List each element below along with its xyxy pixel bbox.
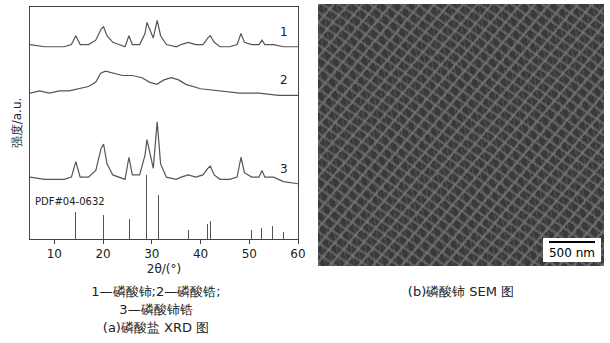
html-text:500 nm: 500 nm: [549, 246, 595, 260]
html-text:3—磷酸铈锆: 3—磷酸铈锆: [119, 302, 193, 317]
html-text:(b)磷酸铈 SEM 图: (b)磷酸铈 SEM 图: [407, 284, 515, 299]
svg-text:60: 60: [290, 247, 305, 261]
svg-text:40: 40: [193, 247, 208, 261]
svg-text:2θ/(°): 2θ/(°): [147, 262, 181, 276]
svg-text:3: 3: [280, 162, 288, 176]
html-text:1—磷酸铈;2—磷酸锆;: 1—磷酸铈;2—磷酸锆;: [91, 284, 221, 299]
svg-text:强度/a.u.: 强度/a.u.: [10, 98, 24, 149]
svg-text:30: 30: [144, 247, 159, 261]
svg-text:20: 20: [95, 247, 110, 261]
html-text:(a)磷酸盐 XRD 图: (a)磷酸盐 XRD 图: [102, 320, 210, 335]
svg-text:PDF#04-0632: PDF#04-0632: [35, 196, 105, 207]
svg-text:50: 50: [242, 247, 257, 261]
svg-text:2: 2: [280, 73, 288, 87]
svg-text:10: 10: [47, 247, 62, 261]
svg-text:1: 1: [280, 25, 288, 39]
